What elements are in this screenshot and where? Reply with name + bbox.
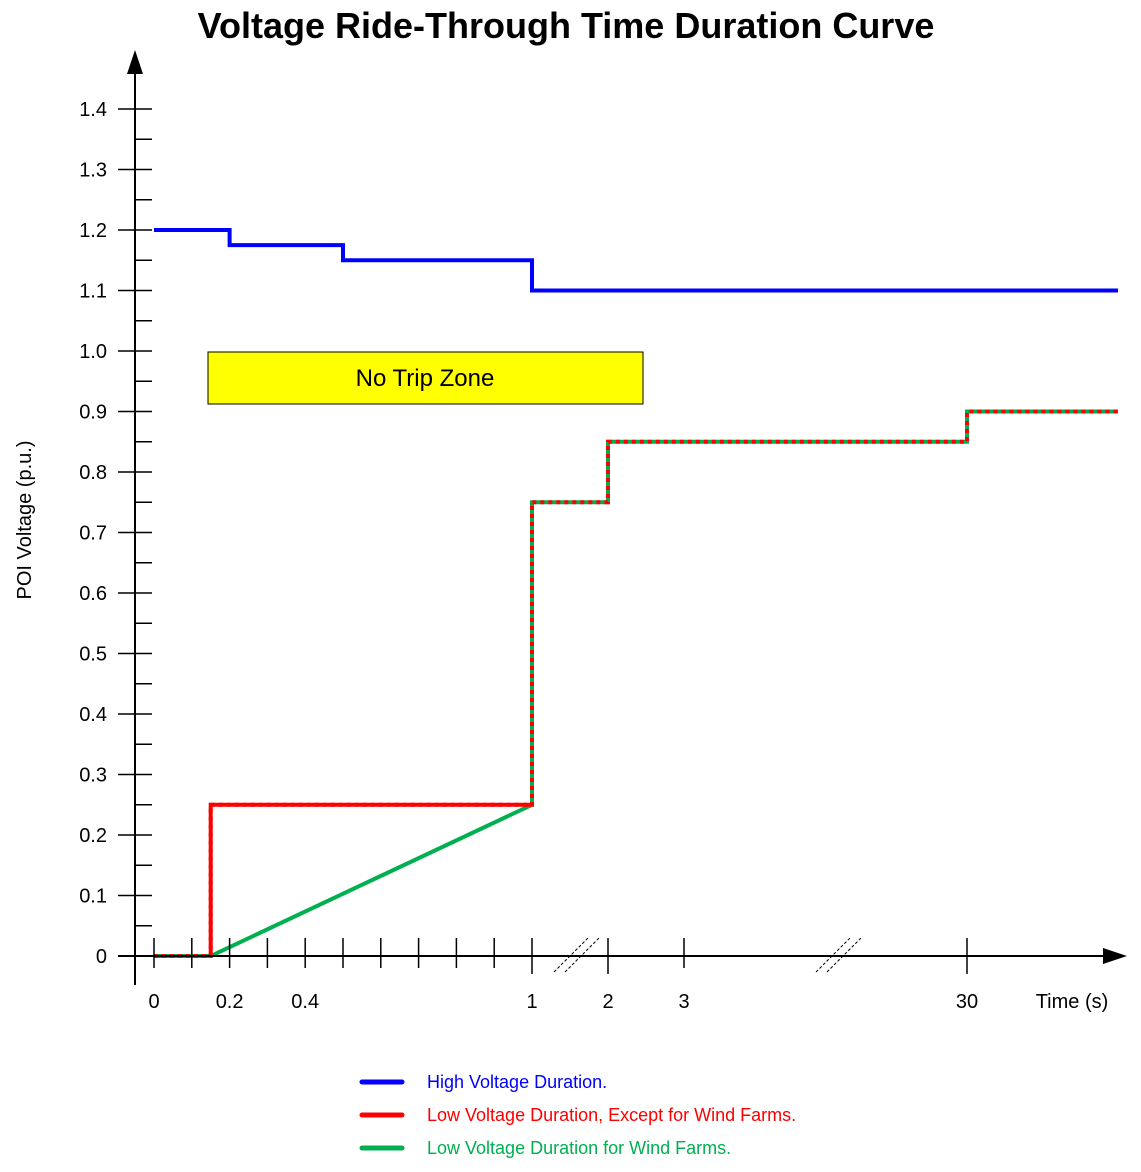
x-tick-label: 2 [602,991,613,1013]
y-axis-arrow [127,50,143,74]
y-tick-label: 0.4 [79,704,107,726]
series-line-low-voltage-except-wind-farms-step [208,802,532,956]
y-tick-label: 0.8 [79,462,107,484]
series-line-low-voltage-except-wind-farms [154,409,1118,958]
chart-title: Voltage Ride-Through Time Duration Curve [198,5,935,46]
y-tick-label: 0.2 [79,825,107,847]
y-tick-label: 1.1 [79,281,107,303]
y-tick-label: 1.0 [79,341,107,363]
y-tick-label: 1.3 [79,160,107,182]
x-axis-label: Time (s) [1036,991,1109,1013]
legend-label: High Voltage Duration. [427,1072,607,1092]
x-axis-break-1 [553,937,600,973]
y-tick-label: 1.2 [79,220,107,242]
legend-label: Low Voltage Duration for Wind Farms. [427,1138,731,1158]
y-tick-label: 0 [96,946,107,968]
y-axis-label: POI Voltage (p.u.) [14,441,36,600]
no-trip-zone-label: No Trip Zone [356,365,495,392]
series-line-low-voltage-wind-farms [154,409,1118,958]
y-tick-label: 0.7 [79,523,107,545]
x-tick-label: 0 [148,991,159,1013]
x-tick-label: 1 [526,991,537,1013]
y-tick-label: 0.1 [79,886,107,908]
y-tick-label: 0.9 [79,402,107,424]
x-tick-label: 30 [956,991,978,1013]
y-tick-label: 1.4 [79,99,107,121]
x-tick-label: 0.2 [216,991,244,1013]
y-tick-label: 0.5 [79,644,107,666]
legend-label: Low Voltage Duration, Except for Wind Fa… [427,1105,796,1125]
series-line-high-voltage [154,228,1118,293]
y-tick-label: 0.6 [79,583,107,605]
x-axis-break-2 [815,937,862,973]
y-tick-label: 0.3 [79,765,107,787]
x-tick-label: 0.4 [291,991,319,1013]
x-tick-label: 3 [678,991,689,1013]
x-axis-arrow [1103,948,1127,964]
no-trip-zone-box [207,351,644,405]
